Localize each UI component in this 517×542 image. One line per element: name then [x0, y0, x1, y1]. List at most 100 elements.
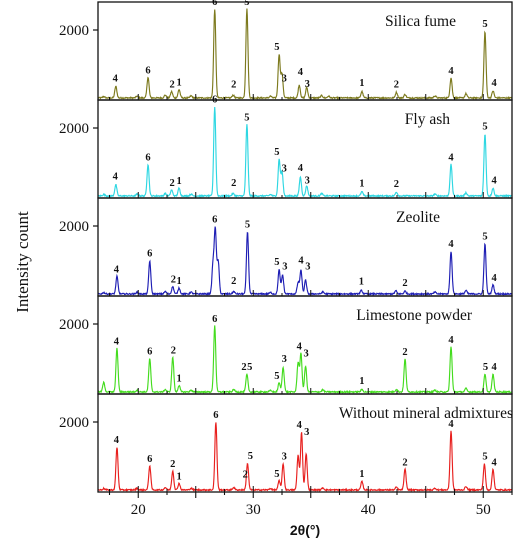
x-axis: 20 30 40 50	[108, 492, 513, 518]
x-axis-label: 2θ(°)	[290, 522, 320, 538]
peak-label: 2	[402, 278, 407, 289]
y-tick-label: 2000	[59, 23, 89, 39]
y-tick-label: 2000	[59, 219, 89, 235]
peak-label: 1	[359, 276, 364, 287]
peak-label: 2	[394, 79, 399, 90]
peak-label: 3	[282, 451, 287, 462]
peak-label: 6	[212, 95, 217, 106]
peak-label: 2	[171, 275, 176, 286]
peak-label: 6	[212, 0, 217, 8]
peak-label: 3	[282, 163, 287, 174]
peak-label: 5	[274, 257, 279, 268]
peak-label: 6	[145, 152, 150, 163]
peak-label: 3	[304, 427, 309, 438]
x-tick-label: 30	[246, 502, 261, 518]
panel-title: Fly ash	[405, 111, 450, 128]
panel-title: Zeolite	[396, 209, 440, 226]
peak-label: 6	[213, 410, 218, 421]
peak-label: 3	[282, 354, 287, 365]
peak-label: 4	[448, 419, 454, 430]
peak-label: 1	[359, 376, 364, 387]
y-tick-label: 2000	[59, 121, 89, 137]
y-tick-label: 2000	[59, 317, 89, 333]
peak-label: 4	[114, 435, 120, 446]
peak-label: 3	[282, 261, 287, 272]
peak-label: 2	[231, 79, 236, 90]
peak-label: 2	[394, 179, 399, 190]
peak-label: 3	[282, 73, 287, 84]
peak-label: 2	[231, 178, 236, 189]
x-tick-label: 20	[131, 502, 146, 518]
peak-label: 5	[482, 19, 487, 30]
peak-label: 4	[113, 172, 119, 183]
peak-label: 4	[297, 341, 303, 352]
panel-title: Without mineral admixtures	[339, 405, 513, 422]
y-axis-label: Intensity count	[13, 211, 32, 313]
peak-label: 5	[247, 362, 252, 373]
peak-label: 4	[114, 264, 120, 275]
peak-label: 5	[248, 451, 253, 462]
peak-label: 3	[305, 261, 310, 272]
peak-label: 5	[482, 232, 487, 243]
peak-label: 1	[359, 469, 364, 480]
peak-label: 6	[147, 347, 152, 358]
peak-label: 5	[274, 371, 279, 382]
peak-label: 2	[241, 362, 246, 373]
y-tick-label: 2000	[59, 415, 89, 431]
peak-label: 5	[274, 469, 279, 480]
panel-frame	[97, 393, 513, 493]
peak-label: 5	[482, 121, 487, 132]
x-tick-label: 40	[361, 502, 376, 518]
peak-label: 4	[298, 163, 304, 174]
peak-label: 3	[305, 79, 310, 90]
peak-label: 4	[492, 457, 498, 468]
x-tick-label: 50	[476, 502, 491, 518]
peak-label: 2	[171, 345, 176, 356]
peak-label: 3	[304, 348, 309, 359]
peak-label: 5	[482, 451, 487, 462]
peak-label: 5	[244, 113, 249, 124]
peak-label: 5	[483, 362, 488, 373]
peak-label: 1	[359, 78, 364, 89]
panel-title: Silica fume	[385, 13, 456, 30]
peak-label: 4	[448, 152, 454, 163]
series-line	[97, 226, 513, 297]
peak-label: 5	[274, 42, 279, 53]
peak-label: 6	[145, 65, 150, 76]
peak-label: 4	[448, 335, 454, 346]
peak-label: 2	[231, 276, 236, 287]
panel-title: Limestone powder	[356, 307, 473, 324]
peak-label: 4	[298, 67, 304, 78]
peak-label: 6	[212, 214, 217, 225]
peak-label: 6	[212, 314, 217, 325]
peak-label: 5	[274, 147, 279, 158]
peak-label: 2	[170, 178, 175, 189]
peak-label: 1	[176, 471, 181, 482]
peak-label: 4	[492, 78, 498, 89]
peak-label: 4	[297, 420, 303, 431]
peak-label: 2	[402, 347, 407, 358]
peak-label: 2	[243, 470, 248, 481]
peak-label: 4	[492, 362, 498, 373]
peak-label: 3	[305, 176, 310, 187]
peak-label: 2	[170, 459, 175, 470]
series-line	[97, 422, 513, 493]
peak-label: 2	[170, 79, 175, 90]
peak-label: 1	[176, 78, 181, 89]
peak-label: 1	[176, 276, 181, 287]
peak-label: 5	[245, 220, 250, 231]
peak-label: 6	[147, 454, 152, 465]
peak-label: 4	[492, 273, 498, 284]
peak-label: 4	[114, 337, 120, 348]
peak-label: 5	[244, 0, 249, 8]
peak-label: 4	[448, 239, 454, 250]
peak-label: 4	[448, 66, 454, 77]
peak-label: 4	[298, 256, 304, 267]
